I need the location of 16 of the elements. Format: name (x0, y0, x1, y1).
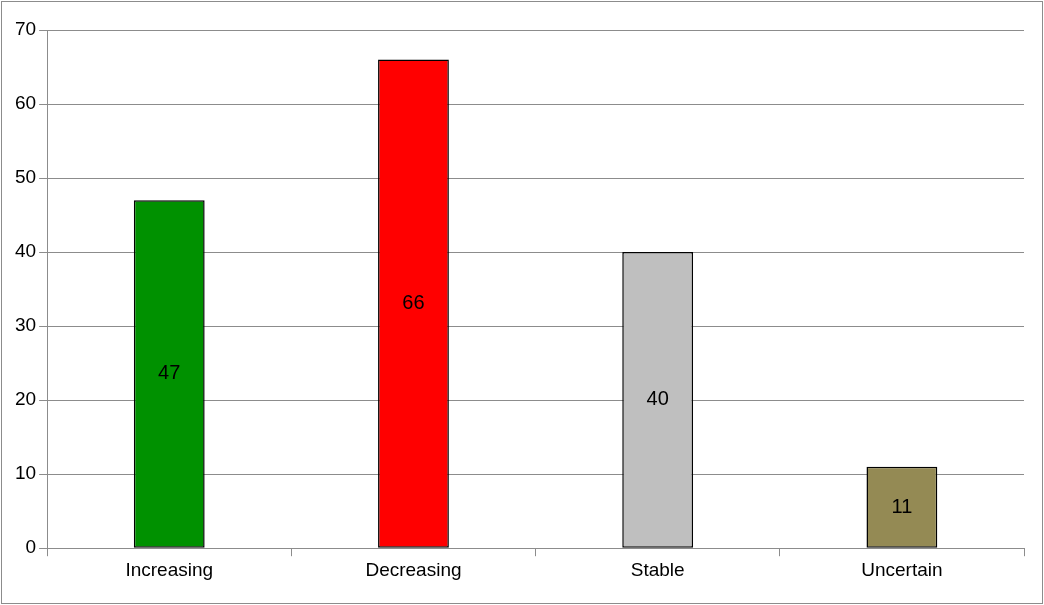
x-tick-label: Decreasing (365, 558, 462, 580)
data-label: 11 (891, 494, 913, 517)
data-label: 66 (402, 291, 425, 314)
y-tick-label: 20 (14, 388, 37, 410)
y-tick-label: 30 (14, 314, 37, 336)
x-tick-label: Increasing (125, 558, 214, 580)
x-tick-label: Uncertain (861, 558, 943, 580)
y-tick-label: 40 (14, 240, 37, 262)
y-tick-label: 70 (14, 18, 37, 40)
data-label: 40 (646, 387, 669, 410)
y-tick-label: 0 (25, 536, 37, 558)
x-tick-label: Stable (630, 558, 685, 580)
y-tick-label: 50 (14, 166, 37, 188)
y-tick-label: 10 (14, 462, 37, 484)
data-label: 47 (158, 361, 181, 384)
y-tick-label: 60 (14, 92, 37, 114)
